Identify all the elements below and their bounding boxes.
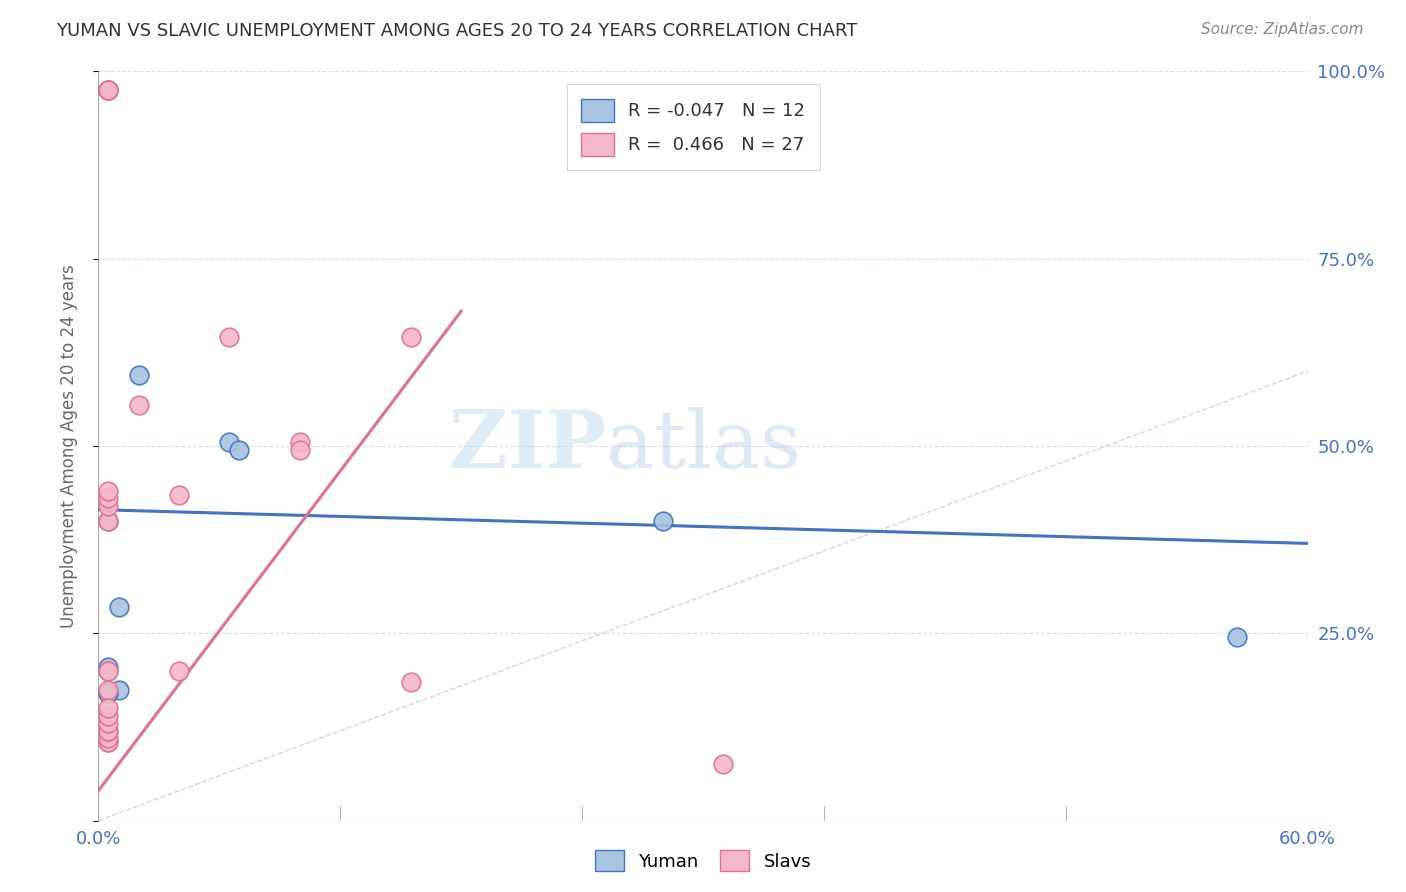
- Text: Source: ZipAtlas.com: Source: ZipAtlas.com: [1201, 22, 1364, 37]
- Point: [107, 682, 129, 697]
- Point: [97, 731, 120, 746]
- Point: [97, 682, 120, 697]
- Point: [97, 723, 120, 738]
- Point: [399, 330, 422, 344]
- Legend: Yuman, Slavs: Yuman, Slavs: [588, 843, 818, 879]
- Point: [97, 664, 120, 678]
- Point: [97, 483, 120, 498]
- Point: [97, 735, 120, 749]
- Point: [167, 664, 190, 678]
- Point: [97, 664, 120, 678]
- Point: [128, 368, 150, 382]
- Point: [218, 330, 240, 344]
- Point: [97, 660, 120, 674]
- Point: [97, 701, 120, 715]
- Point: [97, 723, 120, 738]
- Point: [97, 708, 120, 723]
- Point: [97, 514, 120, 528]
- Legend: R = -0.047   N = 12, R =  0.466   N = 27: R = -0.047 N = 12, R = 0.466 N = 27: [567, 84, 820, 170]
- Point: [97, 499, 120, 513]
- Point: [1226, 630, 1249, 644]
- Point: [128, 398, 150, 412]
- Point: [228, 442, 250, 457]
- Point: [399, 675, 422, 690]
- Point: [711, 757, 734, 772]
- Point: [97, 686, 120, 700]
- Point: [288, 442, 311, 457]
- Point: [97, 735, 120, 749]
- Point: [97, 491, 120, 506]
- Y-axis label: Unemployment Among Ages 20 to 24 years: Unemployment Among Ages 20 to 24 years: [59, 264, 77, 628]
- Point: [97, 83, 120, 97]
- Point: [288, 435, 311, 450]
- Point: [97, 83, 120, 97]
- Text: YUMAN VS SLAVIC UNEMPLOYMENT AMONG AGES 20 TO 24 YEARS CORRELATION CHART: YUMAN VS SLAVIC UNEMPLOYMENT AMONG AGES …: [56, 22, 858, 40]
- Point: [97, 686, 120, 700]
- Text: ZIP: ZIP: [450, 407, 606, 485]
- Point: [218, 435, 240, 450]
- Point: [107, 600, 129, 615]
- Point: [97, 83, 120, 97]
- Point: [97, 514, 120, 528]
- Point: [167, 488, 190, 502]
- Text: atlas: atlas: [606, 407, 801, 485]
- Point: [97, 716, 120, 731]
- Point: [97, 83, 120, 97]
- Point: [651, 514, 673, 528]
